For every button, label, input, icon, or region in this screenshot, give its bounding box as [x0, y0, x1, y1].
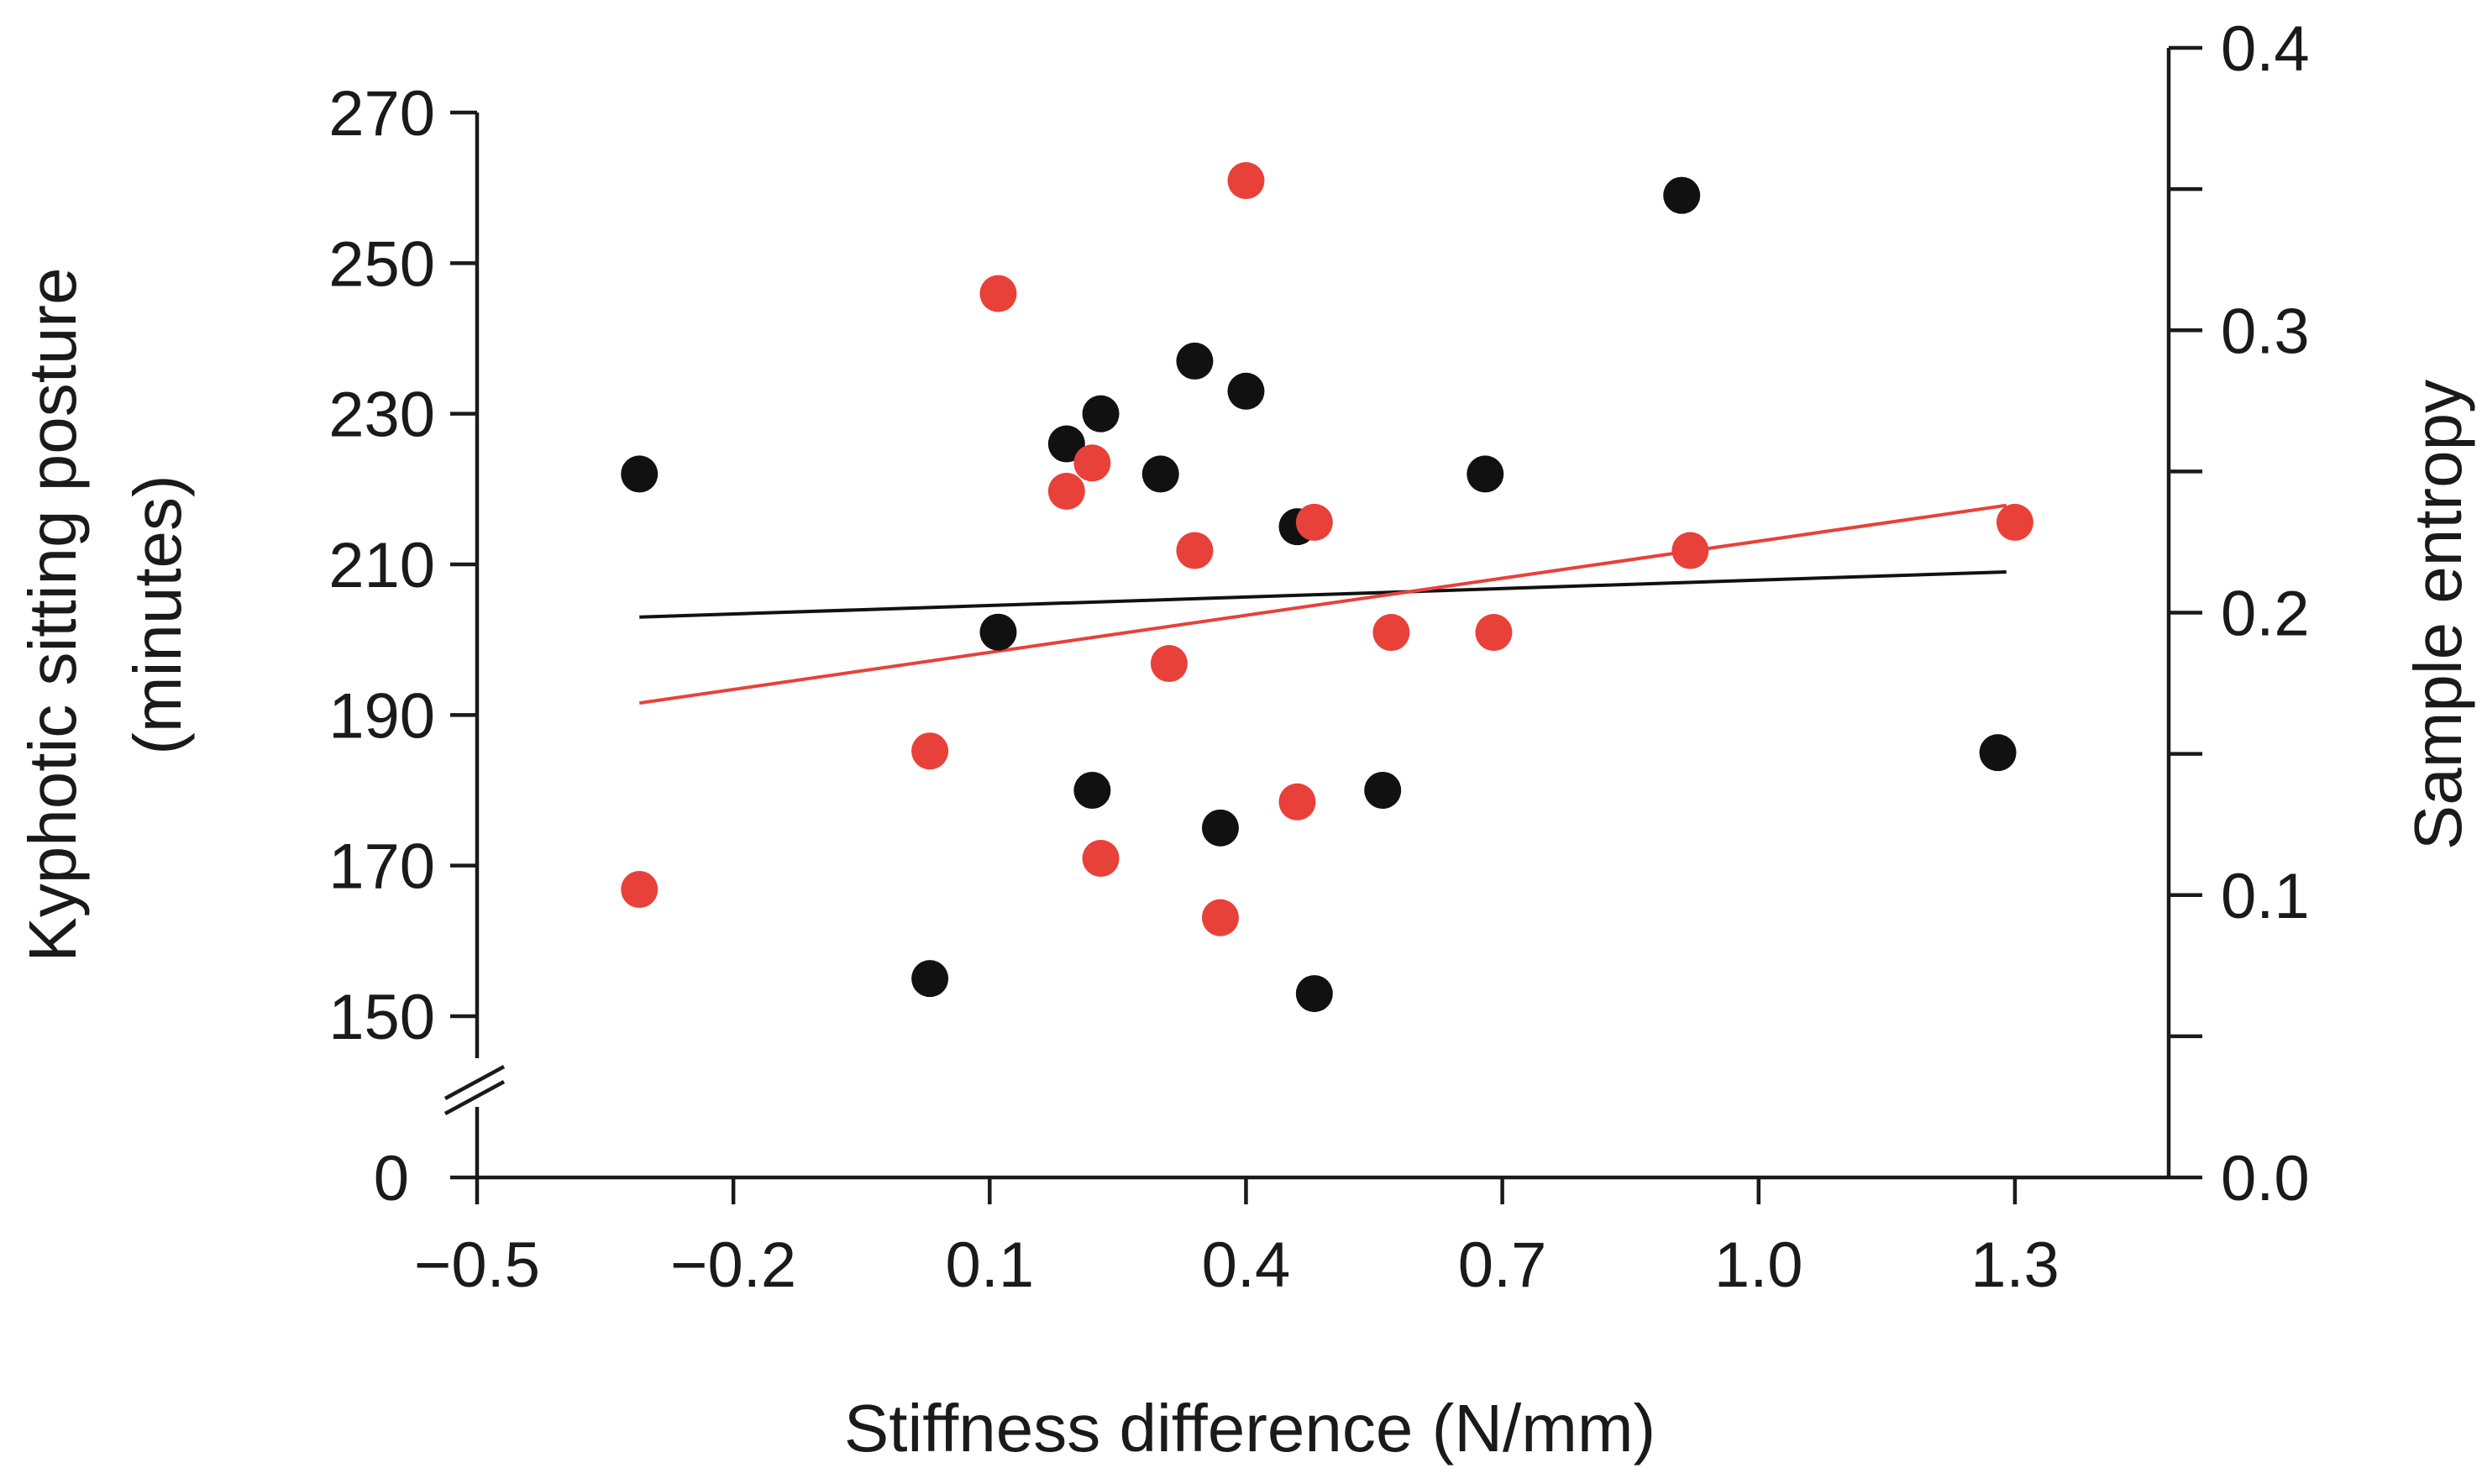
- left-y-axis-title-line2: (minutes): [120, 475, 195, 754]
- x-tick-label: 1.0: [1714, 1230, 1803, 1301]
- red-data-point: [1073, 444, 1111, 482]
- red-data-point: [1082, 840, 1120, 878]
- black-data-point: [1047, 425, 1085, 463]
- black-data-point: [1364, 772, 1402, 809]
- left-y-tick-label: 190: [328, 680, 435, 752]
- right-y-axis-title: Sample entropy: [2401, 380, 2475, 850]
- red-data-point: [979, 275, 1017, 312]
- red-trend-line: [638, 503, 2007, 705]
- black-data-point: [1979, 734, 2017, 772]
- red-data-point: [911, 732, 949, 770]
- right-y-tick-label: 0.4: [2221, 13, 2310, 85]
- red-data-point: [1372, 614, 1410, 652]
- right-y-tick-label: 0.2: [2221, 579, 2310, 650]
- black-data-point: [1073, 772, 1111, 809]
- x-tick-label: 0.1: [945, 1230, 1034, 1301]
- x-tick-label: 0.4: [1202, 1230, 1291, 1301]
- left-y-axis-title-line1: Kyphotic sitting posture: [15, 267, 90, 962]
- black-data-point: [1467, 455, 1504, 493]
- red-data-point: [1150, 645, 1188, 683]
- black-data-point: [1082, 395, 1120, 433]
- black-data-point: [1295, 975, 1333, 1013]
- black-data-point: [1201, 809, 1239, 847]
- left-y-tick-label: 0: [374, 1143, 409, 1214]
- red-data-point: [1047, 472, 1085, 510]
- black-trend-line: [639, 569, 2007, 619]
- red-data-point: [1996, 503, 2033, 541]
- red-data-point: [1295, 503, 1333, 541]
- left-y-tick-label: 230: [328, 380, 435, 451]
- x-tick-label: −0.5: [414, 1230, 540, 1301]
- trend-lines: [638, 503, 2007, 705]
- black-data-point: [621, 455, 659, 493]
- right-y-tick-label: 0.1: [2221, 861, 2310, 932]
- ticks: −0.5 −0.2 0.1 0.4 0.7 1.0 1.3 270 250 230 210 190 17…: [328, 13, 2309, 1301]
- axis-break-mark: [443, 1080, 506, 1115]
- red-data-point: [1201, 899, 1239, 936]
- black-data-point: [1227, 372, 1265, 410]
- red-data-point: [1671, 532, 1709, 569]
- red-data-point: [1176, 532, 1214, 569]
- black-data-point: [1663, 176, 1701, 214]
- black-data-point: [1176, 342, 1214, 380]
- left-y-tick-label: 270: [328, 78, 435, 149]
- left-y-tick-label: 150: [328, 982, 435, 1053]
- red-data-point: [1278, 783, 1316, 821]
- x-axis-title: Stiffness difference (N/mm): [844, 1391, 1656, 1466]
- red-data-point: [621, 871, 659, 909]
- data-points: [621, 162, 2033, 1013]
- red-data-point: [1227, 162, 1265, 200]
- left-y-tick-label: 210: [328, 530, 435, 601]
- left-y-tick-label: 250: [328, 228, 435, 300]
- black-data-point: [1141, 455, 1179, 493]
- black-data-point: [979, 613, 1017, 651]
- x-tick-label: 1.3: [1970, 1230, 2060, 1301]
- axis-break-mark: [443, 1065, 506, 1100]
- red-data-point: [1475, 614, 1513, 652]
- x-tick-label: 0.7: [1458, 1230, 1547, 1301]
- x-tick-label: −0.2: [670, 1230, 796, 1301]
- left-y-tick-label: 170: [328, 831, 435, 903]
- black-data-point: [911, 960, 949, 998]
- right-y-tick-label: 0.0: [2221, 1143, 2310, 1214]
- right-y-tick-label: 0.3: [2221, 296, 2310, 367]
